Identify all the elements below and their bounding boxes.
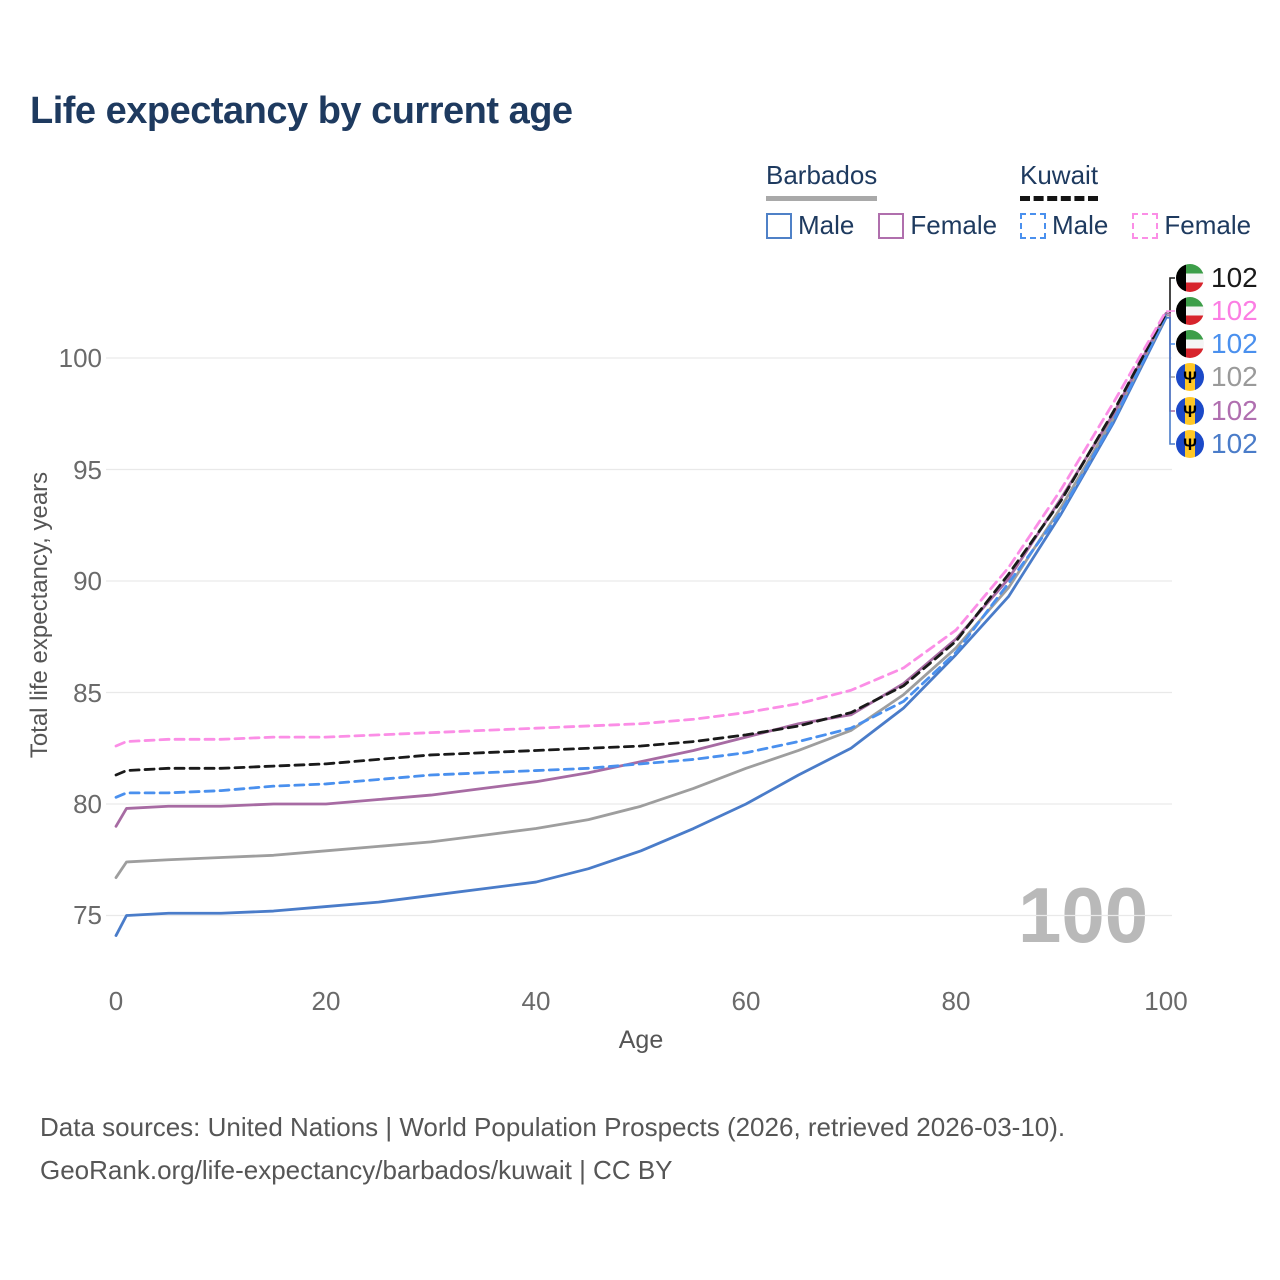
kuwait-female-swatch-icon <box>1132 212 1159 239</box>
footer-attribution-line: GeoRank.org/life-expectancy/barbados/kuw… <box>40 1155 673 1185</box>
end-label-kuwait-male: 102 <box>1176 328 1258 360</box>
y-axis-title: Total life expectancy, years <box>26 471 53 759</box>
end-label-barbados-female: 102 <box>1176 395 1258 427</box>
x-tick-label: 20 <box>311 986 341 1016</box>
y-tick-label: 85 <box>73 678 102 708</box>
end-label-value: 102 <box>1211 428 1258 459</box>
data-source-footer: Data sources: United Nations | World Pop… <box>40 1106 1065 1192</box>
end-label-value: 102 <box>1211 361 1258 392</box>
footer-sources-line: Data sources: United Nations | World Pop… <box>40 1112 1066 1142</box>
end-label-kuwait-total: 102 <box>1176 262 1258 294</box>
y-tick-label: 95 <box>73 455 102 485</box>
page-title: Life expectancy by current age <box>30 90 573 132</box>
y-tick-label: 100 <box>58 343 102 373</box>
kuwait-flag-icon <box>1176 264 1204 292</box>
legend-item-label: Female <box>1164 210 1252 240</box>
x-tick-label: 60 <box>731 986 761 1016</box>
barbados-female-swatch-icon <box>878 212 905 239</box>
legend-item-label: Female <box>910 210 998 240</box>
kuwait-flag-icon <box>1176 330 1204 358</box>
x-tick-label: 0 <box>108 986 124 1016</box>
legend-item-label: Male <box>1052 210 1109 240</box>
legend-item-barbados-male[interactable]: Male <box>766 210 854 241</box>
barbados-male-swatch-icon <box>766 212 792 239</box>
end-label-barbados-total: 102 <box>1176 361 1258 393</box>
kuwait-male-swatch-icon <box>1020 212 1046 239</box>
barbados-flag-icon <box>1176 430 1204 458</box>
legend-item-label: Male <box>798 210 855 240</box>
legend-group-kuwait: Kuwait Male Female <box>1020 160 1275 241</box>
barbados-flag-icon <box>1176 397 1204 425</box>
end-label-value: 102 <box>1211 262 1258 293</box>
x-tick-label: 80 <box>941 986 971 1016</box>
legend-item-kuwait-female[interactable]: Female <box>1132 210 1251 241</box>
x-tick-label: 40 <box>521 986 551 1016</box>
legend-item-barbados-female[interactable]: Female <box>878 210 997 241</box>
legend-country-barbados[interactable]: Barbados <box>766 160 878 201</box>
legend-group-barbados: Barbados Male Female <box>766 160 1021 241</box>
end-label-barbados-male: 102 <box>1176 428 1258 460</box>
end-label-value: 102 <box>1211 328 1258 359</box>
current-age-watermark: 100 <box>1018 871 1149 959</box>
end-label-kuwait-female: 102 <box>1176 295 1258 327</box>
y-tick-label: 75 <box>73 900 102 930</box>
x-axis-title: Age <box>618 1026 664 1054</box>
legend-item-kuwait-male[interactable]: Male <box>1020 210 1108 241</box>
x-tick-label: 100 <box>1144 986 1188 1016</box>
end-label-value: 102 <box>1211 395 1258 426</box>
y-tick-label: 80 <box>73 789 102 819</box>
barbados-flag-icon <box>1176 363 1204 391</box>
kuwait-flag-icon <box>1176 297 1204 325</box>
y-tick-label: 90 <box>73 566 102 596</box>
legend-country-kuwait[interactable]: Kuwait <box>1020 160 1099 201</box>
end-label-value: 102 <box>1211 295 1258 326</box>
